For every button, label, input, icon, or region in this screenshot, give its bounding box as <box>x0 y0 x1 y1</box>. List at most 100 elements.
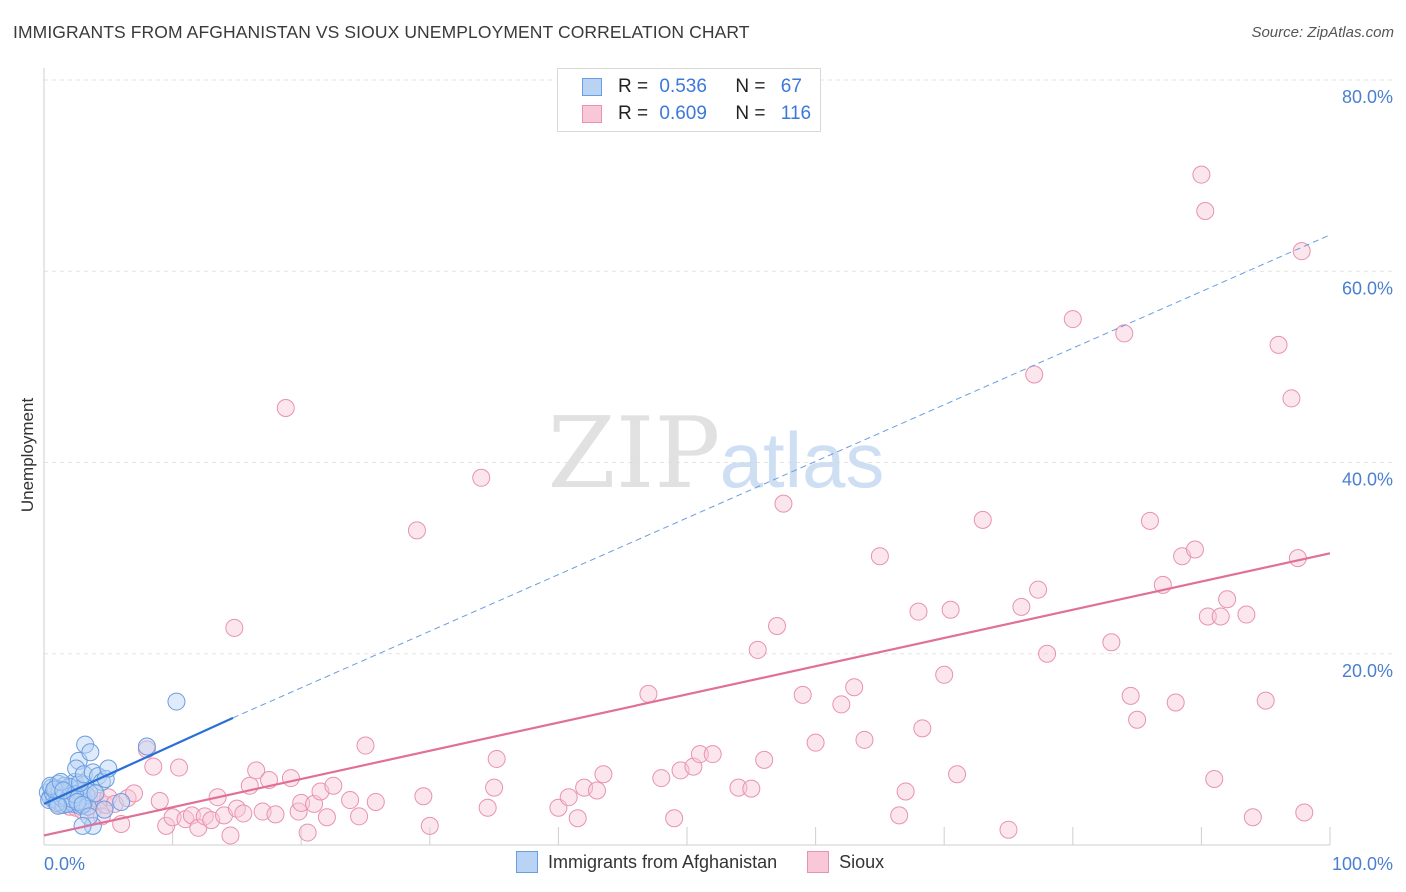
y-tick-label: 20.0% <box>1342 661 1393 681</box>
sioux-point <box>1218 590 1237 609</box>
sioux-point <box>1292 242 1311 261</box>
afghanistan-trendline-extension <box>232 234 1331 719</box>
afghanistan-points <box>38 692 186 835</box>
legend-r-value-afghanistan: 0.536 <box>659 76 707 97</box>
sioux-point <box>742 779 761 798</box>
sioux-point <box>276 398 295 417</box>
grid-lines <box>44 79 1395 655</box>
legend-swatch-afghanistan <box>582 78 602 96</box>
sioux-point <box>324 776 343 795</box>
sioux-point <box>1196 202 1215 221</box>
sioux-point <box>125 784 144 803</box>
afghanistan-point <box>74 765 93 784</box>
sioux-point <box>414 787 433 806</box>
sioux-point <box>225 618 244 637</box>
sioux-point <box>1025 365 1044 384</box>
sioux-point <box>973 510 992 529</box>
sioux-point <box>1256 691 1275 710</box>
sioux-point <box>1282 389 1301 408</box>
sioux-point <box>1205 770 1224 789</box>
y-tick-label: 80.0% <box>1342 87 1393 107</box>
sioux-point <box>472 468 491 487</box>
stats-legend: R = 0.536 N = 67 R = 0.609 N = 116 <box>557 68 821 132</box>
sioux-point <box>845 678 864 697</box>
sioux-point <box>1063 310 1082 329</box>
afghanistan-point <box>86 784 105 803</box>
afghanistan-trendline <box>43 716 234 805</box>
sioux-point <box>999 820 1018 839</box>
sioux-point <box>247 761 266 780</box>
sioux-point <box>1121 686 1140 705</box>
watermark-zip: ZIP <box>548 397 721 511</box>
sioux-point <box>768 617 787 636</box>
sioux-point <box>832 695 851 714</box>
sioux-point <box>1295 803 1314 822</box>
legend-swatch-sioux <box>807 851 830 873</box>
sioux-point <box>478 798 497 817</box>
sioux-point <box>170 758 189 777</box>
legend-row-sioux: R = 0.609 N = 116 <box>582 102 811 126</box>
x-tick-label: 0.0% <box>44 854 85 874</box>
sioux-point <box>266 805 285 824</box>
sioux-point <box>1140 511 1159 530</box>
sioux-point <box>774 494 793 513</box>
y-tick-label: 40.0% <box>1342 470 1393 490</box>
afghanistan-point <box>167 692 186 711</box>
sioux-point <box>487 749 506 768</box>
sioux-point <box>221 826 240 845</box>
sioux-point <box>890 806 909 825</box>
sioux-point <box>350 807 369 826</box>
afghanistan-point <box>73 795 92 814</box>
legend-swatch-afghanistan <box>516 851 538 873</box>
afghanistan-point <box>137 737 156 756</box>
source-label: Source: ZipAtlas.com <box>1251 24 1394 41</box>
chart-title: IMMIGRANTS FROM AFGHANISTAN VS SIOUX UNE… <box>13 22 750 42</box>
sioux-point <box>292 793 311 812</box>
sioux-point <box>568 809 587 828</box>
sioux-point <box>587 781 606 800</box>
sioux-point <box>1038 644 1057 663</box>
sioux-point <box>356 736 375 755</box>
y-axis-title: Unemployment <box>18 398 37 513</box>
sioux-trendline <box>43 552 1331 837</box>
series-legend: Immigrants from Afghanistan Sioux <box>516 851 914 873</box>
legend-r-label: R = <box>618 76 649 97</box>
sioux-point <box>1128 710 1147 729</box>
legend-item-afghanistan[interactable]: Immigrants from Afghanistan <box>516 851 777 873</box>
sioux-point <box>793 685 812 704</box>
legend-n-value-sioux: 116 <box>780 103 812 124</box>
sioux-point <box>755 750 774 769</box>
sioux-point <box>420 816 439 835</box>
sioux-point <box>748 640 767 659</box>
sioux-point <box>948 765 967 784</box>
afghanistan-point <box>112 792 131 811</box>
sioux-point <box>1243 808 1262 827</box>
sioux-point <box>594 765 613 784</box>
sioux-point <box>1198 607 1217 626</box>
x-tick-label: 100.0% <box>1332 854 1393 874</box>
y-tick-label: 60.0% <box>1342 278 1393 298</box>
sioux-point <box>144 757 163 776</box>
sioux-point <box>909 602 928 621</box>
sioux-point <box>652 769 671 788</box>
sioux-point <box>1192 165 1211 184</box>
afghanistan-point <box>95 800 114 819</box>
legend-label-afghanistan: Immigrants from Afghanistan <box>548 851 778 872</box>
watermark-atlas: atlas <box>720 416 885 504</box>
tick-labels: 20.0% 40.0% 60.0% 80.0% 0.0% 100.0% <box>44 87 1393 874</box>
axes <box>43 68 1331 846</box>
sioux-point <box>485 778 504 797</box>
legend-swatch-sioux <box>582 105 602 123</box>
sioux-point <box>639 684 658 703</box>
legend-n-value-afghanistan: 67 <box>780 76 802 97</box>
sioux-point <box>281 769 300 788</box>
sioux-point <box>366 792 385 811</box>
legend-item-sioux[interactable]: Sioux <box>807 851 884 873</box>
sioux-point <box>935 665 954 684</box>
sioux-point <box>559 788 578 807</box>
sioux-point <box>1269 335 1288 354</box>
legend-n-label: N = <box>735 76 766 97</box>
sioux-point <box>665 809 684 828</box>
sioux-point <box>1185 540 1204 559</box>
